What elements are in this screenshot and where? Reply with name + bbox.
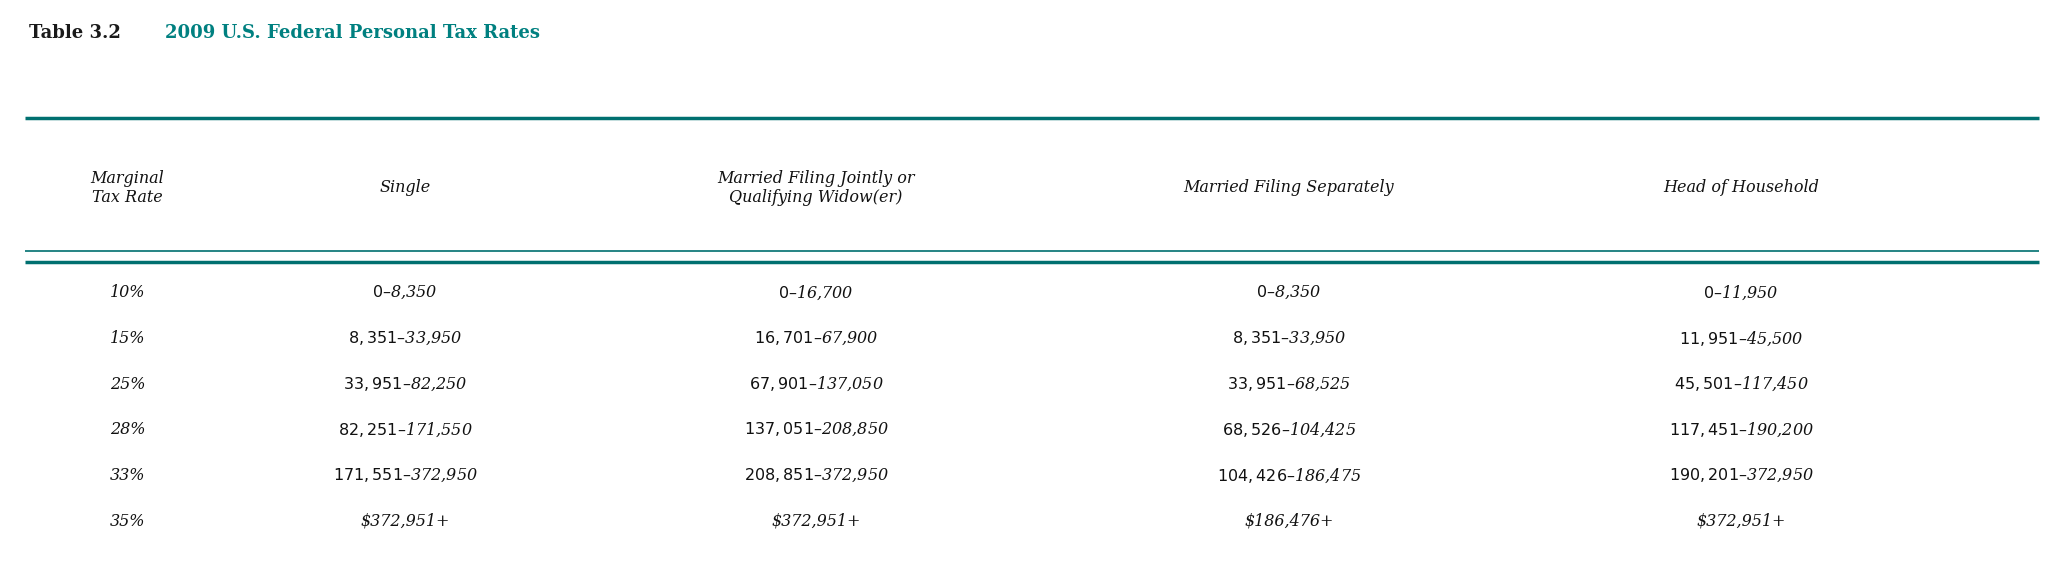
Text: $0–$11,950: $0–$11,950	[1703, 284, 1779, 302]
Text: $68,526–$104,425: $68,526–$104,425	[1222, 420, 1356, 439]
Text: $137,051–$208,850: $137,051–$208,850	[743, 421, 890, 438]
Text: $8,351–$33,950: $8,351–$33,950	[349, 330, 462, 347]
Text: $45,501–$117,450: $45,501–$117,450	[1674, 375, 1808, 393]
Text: $33,951–$82,250: $33,951–$82,250	[343, 375, 466, 393]
Text: 33%: 33%	[109, 467, 144, 484]
Text: Table 3.2: Table 3.2	[29, 24, 120, 42]
Text: $0–$8,350: $0–$8,350	[1257, 284, 1321, 301]
Text: 28%: 28%	[109, 422, 144, 438]
Text: $208,851–$372,950: $208,851–$372,950	[743, 467, 890, 484]
Text: Married Filing Jointly or
Qualifying Widow(er): Married Filing Jointly or Qualifying Wid…	[718, 170, 914, 206]
Text: $104,426–$186,475: $104,426–$186,475	[1216, 466, 1360, 484]
Text: $117,451–$190,200: $117,451–$190,200	[1668, 420, 1814, 439]
Text: $11,951–$45,500: $11,951–$45,500	[1678, 329, 1804, 348]
Text: $16,701–$67,900: $16,701–$67,900	[753, 330, 879, 347]
Text: $67,901–$137,050: $67,901–$137,050	[749, 375, 883, 393]
Text: 15%: 15%	[109, 330, 144, 347]
Text: 35%: 35%	[109, 513, 144, 529]
Text: $8,351–$33,950: $8,351–$33,950	[1232, 330, 1346, 347]
Text: Married Filing Separately: Married Filing Separately	[1183, 179, 1395, 197]
Text: $372,951+: $372,951+	[1697, 513, 1785, 529]
Text: Head of Household: Head of Household	[1664, 179, 1818, 197]
Text: $372,951+: $372,951+	[361, 513, 450, 529]
Text: $0–$8,350: $0–$8,350	[372, 284, 438, 301]
Text: 10%: 10%	[109, 284, 144, 301]
Text: $171,551–$372,950: $171,551–$372,950	[332, 467, 477, 484]
Text: $33,951–$68,525: $33,951–$68,525	[1226, 375, 1352, 393]
Text: Single: Single	[380, 179, 431, 197]
Text: $0–$16,700: $0–$16,700	[778, 284, 854, 302]
Text: Marginal
Tax Rate: Marginal Tax Rate	[91, 170, 165, 206]
Text: $372,951+: $372,951+	[772, 513, 861, 529]
Text: $82,251–$171,550: $82,251–$171,550	[338, 420, 473, 439]
Text: 2009 U.S. Federal Personal Tax Rates: 2009 U.S. Federal Personal Tax Rates	[165, 24, 539, 42]
Text: 25%: 25%	[109, 375, 144, 393]
Text: $186,476+: $186,476+	[1245, 513, 1333, 529]
Text: $190,201–$372,950: $190,201–$372,950	[1668, 467, 1814, 484]
